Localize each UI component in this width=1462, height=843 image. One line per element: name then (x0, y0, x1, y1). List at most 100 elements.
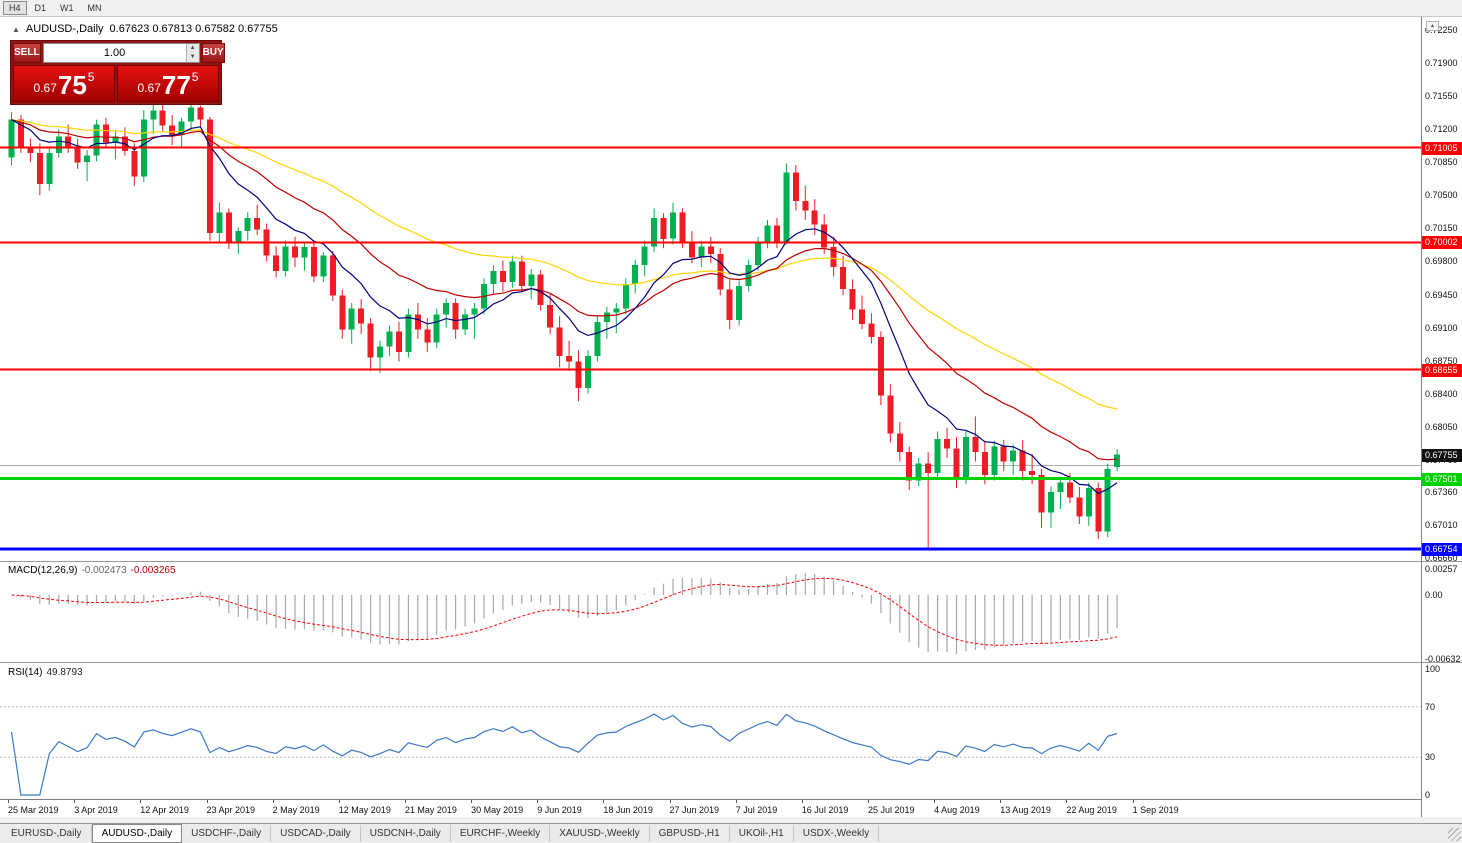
date-axis-tick (471, 800, 473, 803)
date-axis-tick (206, 800, 208, 803)
chart-symbol-title: AUDUSD-,Daily (25, 23, 104, 35)
date-axis-label: 7 Jul 2019 (735, 805, 778, 815)
tab-audusd-daily[interactable]: AUDUSD-,Daily (91, 823, 183, 843)
timeframe-button-w1[interactable]: W1 (60, 3, 74, 13)
date-axis-label: 21 May 2019 (404, 805, 457, 815)
rsi-axis-tick: 100 (1425, 664, 1441, 674)
pane-separator[interactable] (0, 561, 1462, 562)
time-axis[interactable]: 25 Mar 2019 3 Apr 2019 12 Apr 2019 23 Apr 2… (0, 799, 1421, 817)
rsi-name: RSI(14) (8, 667, 43, 678)
sell-price-prefix: 0.67 (33, 81, 57, 95)
rsi-pane[interactable] (0, 663, 1421, 799)
price-axis-tick: 0.69100 (1425, 322, 1458, 333)
date-axis-label: 12 Apr 2019 (140, 805, 189, 815)
macd-axis-tick: -0.00632 (1425, 654, 1461, 664)
date-axis-label: 23 Apr 2019 (206, 805, 256, 815)
chart-title: ▲ AUDUSD-,Daily 0.67623 0.67813 0.67582 … (12, 23, 278, 35)
date-axis-label: 27 Jun 2019 (669, 805, 720, 815)
tab-gbpusd-h1[interactable]: GBPUSD-,H1 (650, 824, 730, 842)
date-axis-label: 25 Jul 2019 (868, 805, 915, 815)
tab-usdcnh-daily[interactable]: USDCNH-,Daily (361, 824, 451, 842)
date-axis-label: 3 Apr 2019 (74, 805, 118, 815)
macd-axis-tick: 0.00257 (1425, 564, 1458, 574)
buy-price-display[interactable]: 0.67 77 5 (117, 65, 219, 102)
date-axis-label: 25 Mar 2019 (8, 805, 59, 815)
price-tag-0-67501: 0.67501 (1422, 472, 1462, 486)
price-axis[interactable]: 0.72250 0.71900 0.71550 0.71200 0.70850 0.705… (1421, 17, 1462, 817)
rsi-indicator-label: RSI(14) 49.8793 (8, 667, 83, 678)
macd-histogram (20, 573, 1118, 654)
resize-grip[interactable] (1448, 828, 1461, 841)
chart-tabs-bar: EURUSD-,Daily AUDUSD-,Daily USDCHF-,Daily U… (0, 823, 1462, 843)
date-axis-label: 18 Jun 2019 (603, 805, 653, 815)
tab-xauusd-weekly[interactable]: XAUUSD-,Weekly (550, 824, 650, 842)
price-axis-tick: 0.68750 (1425, 355, 1458, 366)
buy-button[interactable]: BUY (201, 43, 225, 63)
date-axis-label: 16 Jul 2019 (801, 805, 849, 815)
chart-scroll-button[interactable]: ▴ (1426, 21, 1439, 31)
one-click-collapse-icon[interactable]: ▲ (12, 24, 20, 34)
price-tag-0-70002: 0.70002 (1422, 236, 1462, 250)
ma-line-10 (11, 119, 1118, 495)
buy-price-pip: 5 (191, 70, 199, 84)
volume-input[interactable] (43, 44, 186, 62)
timeframe-button-d1[interactable]: D1 (34, 3, 47, 13)
timeframe-button-h4[interactable]: H4 (3, 1, 27, 15)
tab-usdx-weekly[interactable]: USDX-,Weekly (794, 824, 880, 842)
chart-ohlc-values: 0.67623 0.67813 0.67582 0.67755 (109, 23, 278, 35)
volume-down-icon[interactable]: ▼ (186, 53, 199, 62)
date-axis-tick (801, 800, 803, 803)
chart-window: 0.72250 0.71900 0.71550 0.71200 0.70850 0.705… (0, 17, 1462, 817)
tab-usdchf-daily[interactable]: USDCHF-,Daily (182, 824, 272, 842)
sell-price-display[interactable]: 0.67 75 5 (13, 65, 115, 102)
price-axis-tick: 0.71900 (1425, 58, 1458, 69)
price-axis-tick: 0.70500 (1425, 190, 1458, 201)
macd-main-value: -0.002473 (81, 565, 127, 576)
price-axis-tick: 0.68400 (1425, 388, 1458, 399)
date-axis-tick (272, 800, 274, 803)
macd-signal-line (11, 577, 1118, 646)
date-axis-label: 9 Jun 2019 (537, 805, 582, 815)
tab-usdcad-daily[interactable]: USDCAD-,Daily (271, 824, 361, 842)
price-tag-0-71005: 0.71005 (1422, 141, 1462, 155)
date-axis-tick (140, 800, 142, 803)
date-axis-tick (603, 800, 605, 803)
tab-ukoil-h1[interactable]: UKOil-,H1 (730, 824, 794, 842)
date-axis-tick (934, 800, 936, 803)
price-tag-0-66754: 0.66754 (1422, 543, 1462, 557)
rsi-levels (0, 706, 1421, 758)
tab-eurchf-weekly[interactable]: EURCHF-,Weekly (451, 824, 551, 842)
sell-button[interactable]: SELL (13, 43, 41, 63)
macd-axis-tick: 0.00 (1425, 590, 1443, 600)
price-axis-tick: 0.68050 (1425, 421, 1458, 432)
price-chart-pane[interactable] (0, 17, 1421, 561)
date-axis-label: 4 Aug 2019 (934, 805, 980, 815)
buy-price-big: 77 (161, 70, 191, 100)
ma-line-22 (11, 119, 1118, 461)
rsi-axis-tick: 70 (1425, 701, 1436, 712)
candles (8, 102, 1121, 548)
support-resistance-lines[interactable] (0, 146, 1421, 551)
rsi-axis-tick: 30 (1425, 752, 1436, 763)
price-axis-tick: 0.71200 (1425, 124, 1458, 135)
date-axis-tick (8, 800, 9, 803)
macd-pane[interactable] (0, 562, 1421, 662)
price-axis-tick: 0.67360 (1425, 486, 1458, 497)
price-axis-tick: 0.66660 (1425, 553, 1458, 563)
volume-up-icon[interactable]: ▲ (186, 44, 199, 53)
price-axis-tick: 0.67010 (1425, 519, 1458, 530)
macd-name: MACD(12,26,9) (8, 565, 78, 576)
one-click-trading-panel: SELL ▲ ▼ BUY 0.67 75 5 0.67 77 5 (10, 40, 225, 105)
price-axis-tick: 0.70150 (1425, 223, 1458, 234)
rsi-value: 49.8793 (46, 667, 83, 678)
price-tag-bid: 0.67755 (1422, 448, 1462, 462)
sell-price-pip: 5 (87, 70, 95, 84)
price-axis-tick: 0.70850 (1425, 157, 1458, 168)
date-axis-tick (735, 800, 737, 803)
timeframe-button-mn[interactable]: MN (87, 3, 102, 13)
date-axis-tick (537, 800, 539, 803)
tab-eurusd-daily[interactable]: EURUSD-,Daily (2, 824, 92, 842)
date-axis-tick (669, 800, 671, 803)
pane-separator[interactable] (0, 662, 1462, 663)
ma-line-45 (11, 119, 1118, 410)
